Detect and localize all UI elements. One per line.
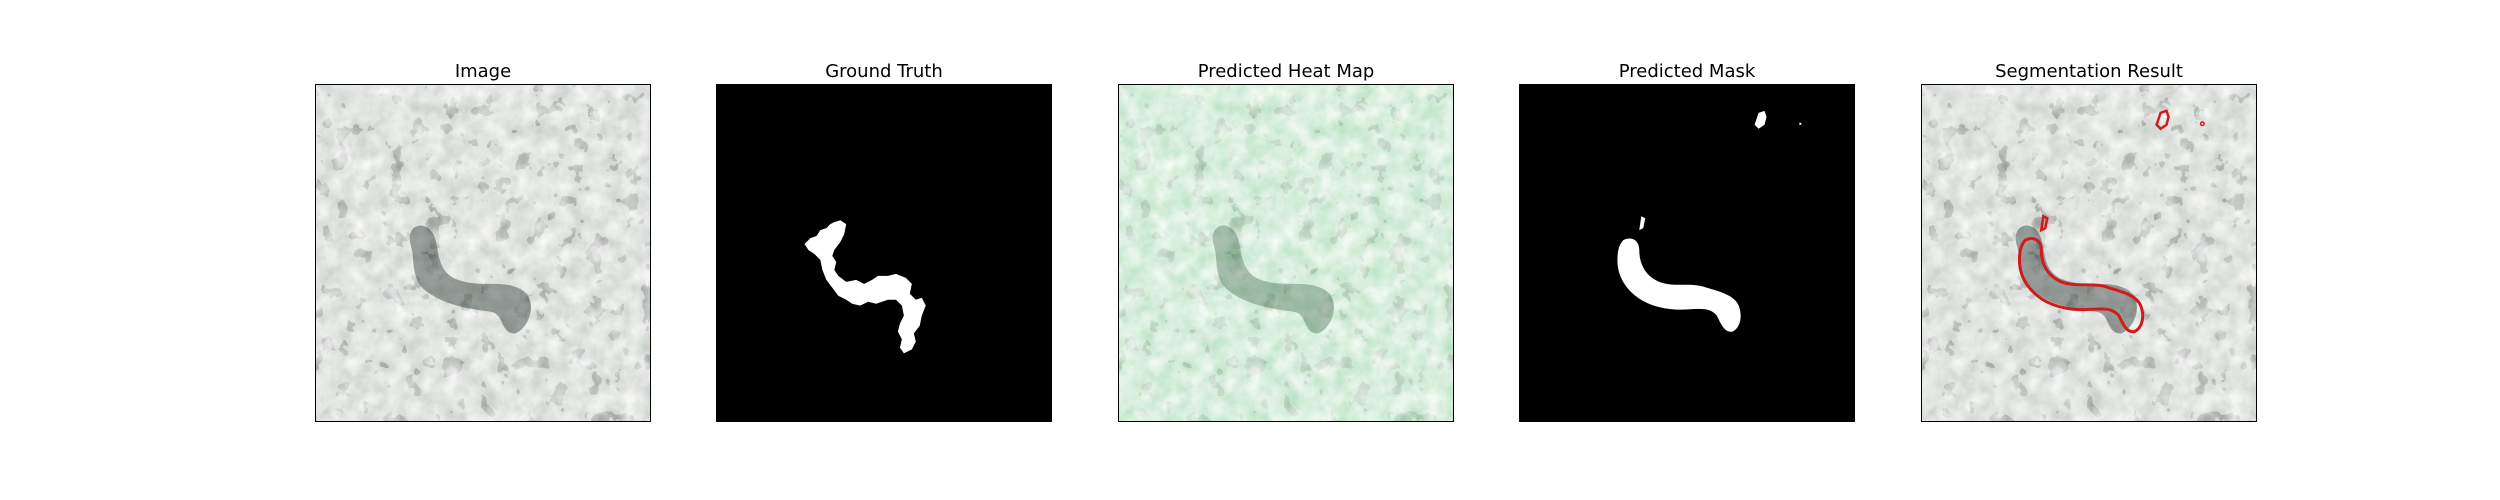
result-view bbox=[1921, 84, 2257, 422]
heat-map-view bbox=[1118, 84, 1454, 422]
panel-result: Segmentation Result bbox=[1921, 60, 2257, 424]
result-defect-region bbox=[2015, 225, 2137, 334]
ground-truth-region bbox=[804, 220, 926, 354]
pred-mask-region bbox=[1617, 238, 1741, 332]
heat-texture-fill bbox=[1119, 85, 1453, 421]
result-texture-fill bbox=[1922, 85, 2256, 421]
pred-blob-small bbox=[1639, 216, 1646, 231]
panel-heat-map: Predicted Heat Map bbox=[1118, 60, 1454, 424]
predicted-mask bbox=[1520, 85, 1854, 421]
heat-defect-region bbox=[1212, 225, 1334, 334]
ground-truth-mask bbox=[717, 85, 1051, 421]
panel-mask: Predicted Mask bbox=[1519, 60, 1855, 424]
pred-mask-background bbox=[1520, 85, 1854, 421]
mask-view bbox=[1519, 84, 1855, 422]
image-view bbox=[315, 84, 651, 422]
result-image bbox=[1922, 85, 2256, 421]
contour-blob-top bbox=[2155, 109, 2170, 131]
contour-speck bbox=[2199, 121, 2205, 127]
panel-title-ground-truth: Ground Truth bbox=[825, 61, 943, 82]
panel-title-result: Segmentation Result bbox=[1995, 61, 2183, 82]
defect-region bbox=[409, 225, 531, 334]
panel-image: Image bbox=[315, 60, 651, 424]
texture-fill bbox=[316, 85, 650, 421]
ground-truth-view bbox=[716, 84, 1052, 422]
mask-background bbox=[717, 85, 1051, 421]
pred-blob-top bbox=[1754, 110, 1767, 129]
heat-map-image bbox=[1119, 85, 1453, 421]
pred-speck bbox=[1799, 122, 1802, 125]
panel-ground-truth: Ground Truth bbox=[716, 60, 1052, 424]
segmentation-contour bbox=[2017, 237, 2145, 334]
panel-title-image: Image bbox=[454, 61, 512, 82]
image-texture bbox=[316, 85, 650, 421]
panel-title-heat-map: Predicted Heat Map bbox=[1197, 61, 1375, 82]
panel-title-mask: Predicted Mask bbox=[1618, 61, 1756, 82]
contour-blob-small bbox=[2039, 214, 2049, 233]
